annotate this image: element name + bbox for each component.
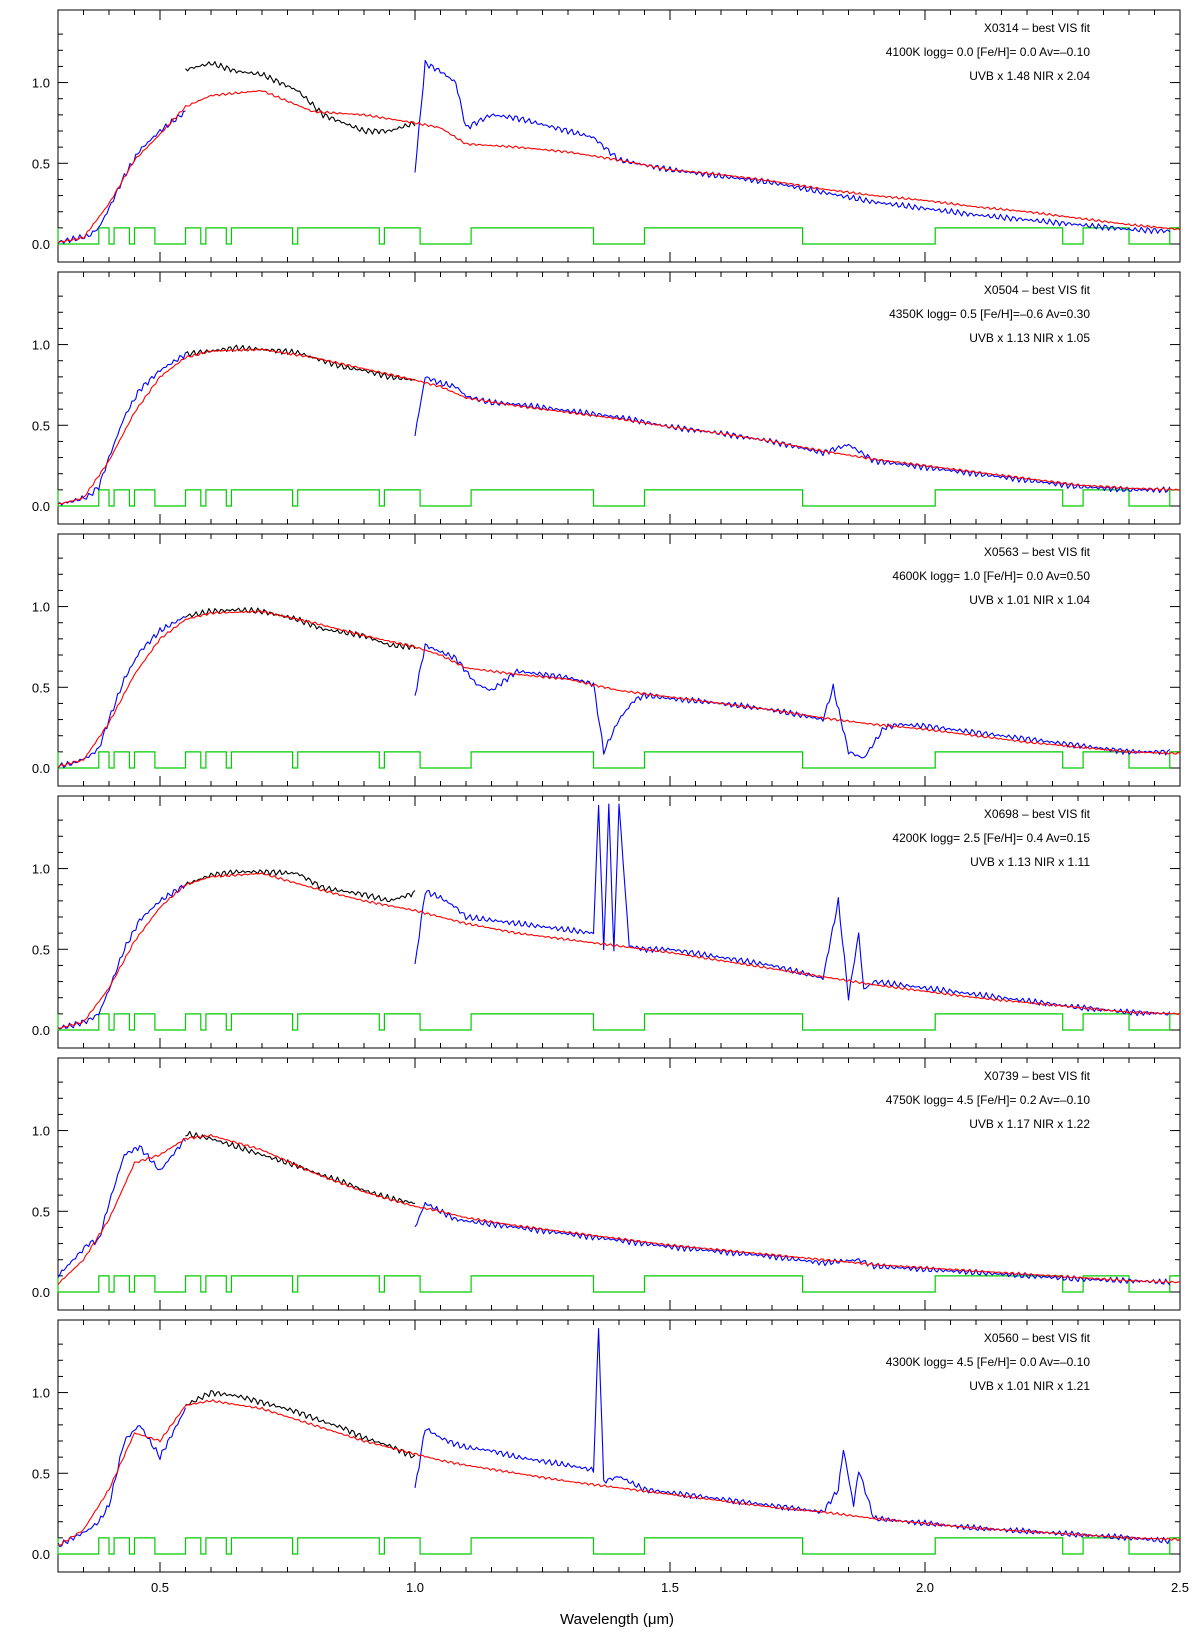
panel-params: 4350K logg= 0.5 [Fe/H]=–0.6 Av=0.30 <box>889 307 1090 321</box>
y-tick-label: 1.0 <box>32 1386 50 1401</box>
panel: 0.0 0.5 1.0 X0314 – best VIS fit 4100K logg=… <box>32 9 1181 263</box>
y-tick-label: 0.0 <box>32 761 50 776</box>
panel-params: 4100K logg= 0.0 [Fe/H]= 0.0 Av=–0.10 <box>886 45 1091 59</box>
x-tick-label: 1.5 <box>661 1580 679 1595</box>
y-tick-label: 0.0 <box>32 1547 50 1562</box>
mask-line <box>57 1537 1180 1555</box>
panel-scaling: UVB x 1.17 NIR x 1.22 <box>969 1117 1090 1131</box>
panel: 0.0 0.5 1.0 X0504 – best VIS fit 4350K logg=… <box>32 271 1181 525</box>
uvb-spectrum-line <box>57 110 186 245</box>
model-spectrum-line <box>57 1399 1181 1546</box>
panel: 0.0 0.5 1.0 X0698 – best VIS fit 4200K logg=… <box>32 795 1181 1049</box>
nir-spectrum-line <box>414 59 1171 235</box>
panel-title: X0314 – best VIS fit <box>984 21 1091 35</box>
panel-title: X0504 – best VIS fit <box>984 283 1091 297</box>
nir-spectrum-line <box>414 376 1171 494</box>
vis-spectrum-line <box>185 61 416 135</box>
y-tick-label: 1.0 <box>32 600 50 615</box>
y-tick-label: 0.0 <box>32 1023 50 1038</box>
y-tick-label: 0.0 <box>32 237 50 252</box>
model-spectrum-line <box>57 872 1181 1029</box>
panel-title: X0563 – best VIS fit <box>984 545 1091 559</box>
panel: 0.0 0.5 1.0 X0739 – best VIS fit 4750K logg=… <box>32 1057 1181 1311</box>
y-tick-label: 0.5 <box>32 156 50 171</box>
x-axis-title: Wavelength (μm) <box>560 1611 674 1628</box>
mask-line <box>57 1013 1180 1031</box>
vis-spectrum-line <box>185 869 416 903</box>
uvb-spectrum-line <box>57 616 186 769</box>
panel-scaling: UVB x 1.13 NIR x 1.05 <box>969 331 1090 345</box>
panel-scaling: UVB x 1.13 NIR x 1.11 <box>970 855 1090 869</box>
nir-spectrum-line <box>414 643 1171 759</box>
model-spectrum-line <box>57 1133 1181 1285</box>
y-tick-label: 1.0 <box>32 1124 50 1139</box>
mask-line <box>57 1275 1180 1293</box>
panel-params: 4300K logg= 4.5 [Fe/H]= 0.0 Av=–0.10 <box>886 1355 1091 1369</box>
x-tick-label: 2.0 <box>916 1580 934 1595</box>
nir-spectrum-line <box>414 1201 1171 1286</box>
model-spectrum-line <box>57 89 1181 244</box>
y-tick-label: 0.5 <box>32 1466 50 1481</box>
y-tick-label: 0.5 <box>32 680 50 695</box>
y-tick-label: 0.0 <box>32 499 50 514</box>
vis-spectrum-line <box>185 1389 416 1459</box>
panels: 0.0 0.5 1.0 X0314 – best VIS fit 4100K logg=… <box>32 9 1189 1595</box>
panel-params: 4750K logg= 4.5 [Fe/H]= 0.2 Av=–0.10 <box>886 1093 1091 1107</box>
y-tick-label: 0.5 <box>32 942 50 957</box>
model-spectrum-line <box>57 609 1181 768</box>
x-tick-label: 0.5 <box>151 1580 169 1595</box>
y-tick-label: 0.5 <box>32 418 50 433</box>
vis-spectrum-line <box>185 607 416 650</box>
y-tick-label: 0.0 <box>32 1285 50 1300</box>
y-tick-label: 0.5 <box>32 1204 50 1219</box>
mask-line <box>57 227 1180 245</box>
panel-scaling: UVB x 1.01 NIR x 1.21 <box>969 1379 1090 1393</box>
panel: 0.0 0.5 1.0 0.5 1.0 1.5 2.0 2.5 X0560 – best VIS… <box>32 1319 1189 1595</box>
mask-line <box>57 751 1180 769</box>
panel-scaling: UVB x 1.01 NIR x 1.04 <box>969 593 1090 607</box>
panel: 0.0 0.5 1.0 X0563 – best VIS fit 4600K logg=… <box>32 533 1181 787</box>
panel-params: 4200K logg= 2.5 [Fe/H]= 0.4 Av=0.15 <box>892 831 1090 845</box>
model-spectrum-line <box>57 348 1181 505</box>
y-tick-label: 1.0 <box>32 338 50 353</box>
x-tick-label: 1.0 <box>406 1580 424 1595</box>
uvb-spectrum-line <box>57 1138 186 1278</box>
vis-spectrum-line <box>185 344 416 381</box>
y-tick-label: 1.0 <box>32 862 50 877</box>
panel-title: X0560 – best VIS fit <box>984 1331 1091 1345</box>
uvb-spectrum-line <box>57 352 187 506</box>
y-tick-label: 1.0 <box>32 76 50 91</box>
x-tick-label: 2.5 <box>1171 1580 1189 1595</box>
panel-title: X0698 – best VIS fit <box>984 807 1091 821</box>
mask-line <box>57 489 1180 507</box>
panel-title: X0739 – best VIS fit <box>984 1069 1091 1083</box>
panel-scaling: UVB x 1.48 NIR x 2.04 <box>969 69 1090 83</box>
nir-spectrum-line <box>414 803 1171 1017</box>
uvb-spectrum-line <box>57 884 186 1030</box>
uvb-spectrum-line <box>57 1407 187 1548</box>
panel-params: 4600K logg= 1.0 [Fe/H]= 0.0 Av=0.50 <box>892 569 1090 583</box>
